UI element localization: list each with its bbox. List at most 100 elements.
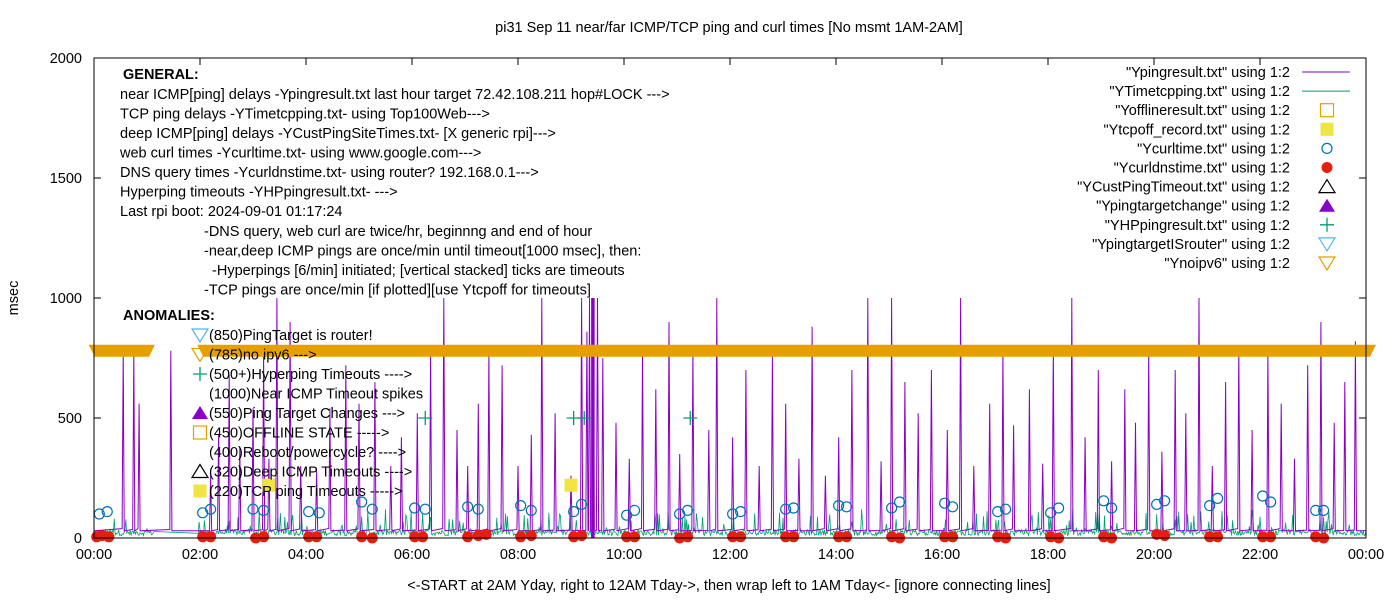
- anomaly-text: (550)Ping Target Changes --->: [209, 406, 405, 422]
- legend-label: "Ypingtargetchange" using 1:2: [1096, 199, 1290, 215]
- anomaly-icon: [193, 367, 207, 381]
- x-tick-label: 06:00: [394, 547, 430, 563]
- legend-marker-swatch: [1320, 217, 1334, 232]
- data-point: [621, 509, 633, 521]
- data-point: [205, 503, 217, 515]
- note-line: -DNS query, web curl are twice/hr, begin…: [204, 224, 592, 240]
- data-point: [303, 506, 315, 518]
- data-point: [683, 411, 698, 425]
- y-tick-label: 2000: [50, 51, 82, 67]
- data-point: [1045, 507, 1057, 519]
- anomaly-icon: [190, 328, 210, 344]
- data-point: [621, 531, 633, 543]
- data-point: [480, 528, 492, 540]
- data-point: [417, 531, 429, 543]
- anomaly-text: (220)TCP ping Timeouts ----->: [209, 484, 403, 500]
- anomaly-icon: [192, 425, 208, 440]
- timeout-spike-cluster: [591, 298, 595, 538]
- data-point: [311, 531, 323, 543]
- y-tick-label: 1500: [50, 171, 82, 187]
- data-point: [1159, 530, 1171, 542]
- data-point: [629, 531, 641, 543]
- anomaly-text: (1000)Near ICMP Timeout spikes: [209, 387, 423, 403]
- x-tick-label: 00:00: [76, 547, 112, 563]
- data-point: [418, 411, 433, 425]
- legend-marker-swatch: [1321, 142, 1333, 154]
- data-point: [409, 502, 421, 514]
- x-tick-label: 14:00: [818, 547, 854, 563]
- data-point: [575, 498, 588, 510]
- data-point: [366, 503, 378, 515]
- data-point: [576, 530, 588, 542]
- data-point: [258, 504, 270, 516]
- data-point: [262, 478, 276, 492]
- x-tick-label: 18:00: [1030, 547, 1066, 563]
- anomaly-text: (450)OFFLINE STATE ----->: [209, 426, 389, 442]
- data-point: [103, 531, 115, 543]
- data-point: [727, 508, 739, 520]
- anomaly-text: (500+)Hyperping Timeouts ---->: [209, 367, 412, 383]
- data-point: [1257, 531, 1269, 543]
- anomaly-icon: [190, 463, 210, 479]
- x-tick-label: 00:00: [1348, 547, 1384, 563]
- data-point: [568, 506, 580, 518]
- legend-marker-swatch: [1319, 198, 1335, 212]
- anomalies-heading: ANOMALIES:: [123, 308, 215, 324]
- data-point: [999, 503, 1012, 515]
- data-point: [1158, 495, 1171, 507]
- series-tcp-ping-line: [93, 509, 1367, 538]
- data-point: [409, 531, 421, 543]
- offline-band: [197, 344, 1377, 357]
- data-point: [1204, 531, 1216, 543]
- data-point: [886, 502, 898, 514]
- y-tick-label: 0: [74, 531, 82, 547]
- data-point: [833, 531, 845, 543]
- general-line: Hyperping timeouts -YHPpingresult.txt- -…: [120, 185, 398, 201]
- y-tick-label: 1000: [50, 291, 82, 307]
- x-tick-label: 10:00: [606, 547, 642, 563]
- legend-label: "Ycurldnstime.txt" using 1:2: [1114, 161, 1290, 177]
- x-tick-label: 12:00: [712, 547, 748, 563]
- general-line: TCP ping delays -YTimetcpping.txt- using…: [120, 107, 490, 123]
- annotations: GENERAL: near ICMP[ping] delays -Ypingres…: [119, 67, 670, 500]
- data-point: [946, 501, 959, 513]
- data-point: [992, 506, 1004, 518]
- data-point: [727, 531, 739, 543]
- note-line: -near,deep ICMP pings are once/min until…: [204, 244, 641, 260]
- data-point: [947, 531, 959, 543]
- data-point: [780, 531, 792, 543]
- data-point: [787, 502, 800, 514]
- anomaly-icon: [192, 406, 208, 419]
- general-heading: GENERAL:: [123, 67, 199, 83]
- data-point: [258, 531, 270, 543]
- legend-label: "Ynoipv6" using 1:2: [1164, 256, 1290, 272]
- legend-marker-swatch: [1317, 178, 1337, 194]
- legend: "Ypingresult.txt" using 1:2 "YTimetcpping…: [1077, 65, 1350, 272]
- data-point: [1098, 495, 1110, 507]
- chart-title: pi31 Sep 11 near/far ICMP/TCP ping and c…: [495, 20, 963, 36]
- data-point: [462, 531, 474, 543]
- legend-marker-swatch: [1317, 256, 1337, 272]
- data-point: [472, 503, 484, 515]
- data-point: [419, 503, 431, 515]
- note-line: -Hyperpings [6/min] initiated; [vertical…: [204, 263, 625, 279]
- legend-label: "Ytcpoff_record.txt" using 1:2: [1103, 122, 1290, 138]
- x-tick-label: 16:00: [924, 547, 960, 563]
- data-point: [1310, 504, 1322, 516]
- data-point: [205, 531, 217, 543]
- x-axis-label: <-START at 2AM Yday, right to 12AM Tday-…: [407, 578, 1050, 594]
- data-point: [1204, 500, 1216, 512]
- legend-label: "YpingtargetISrouter" using 1:2: [1092, 237, 1290, 253]
- data-point: [734, 506, 747, 518]
- general-line: web curl times -Ycurltime.txt- using www…: [119, 146, 481, 162]
- data-point: [939, 531, 951, 543]
- data-point: [1317, 504, 1330, 516]
- legend-marker-swatch: [1317, 237, 1337, 253]
- data-point: [1212, 531, 1224, 543]
- data-point: [247, 503, 259, 515]
- data-point: [1211, 492, 1224, 504]
- anomaly-text: (400)Reboot/powercycle? ---->: [209, 445, 406, 461]
- data-point: [1105, 502, 1118, 514]
- data-point: [682, 531, 694, 543]
